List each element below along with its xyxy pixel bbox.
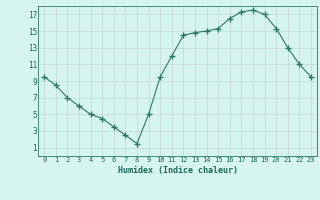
X-axis label: Humidex (Indice chaleur): Humidex (Indice chaleur) [118, 166, 238, 175]
